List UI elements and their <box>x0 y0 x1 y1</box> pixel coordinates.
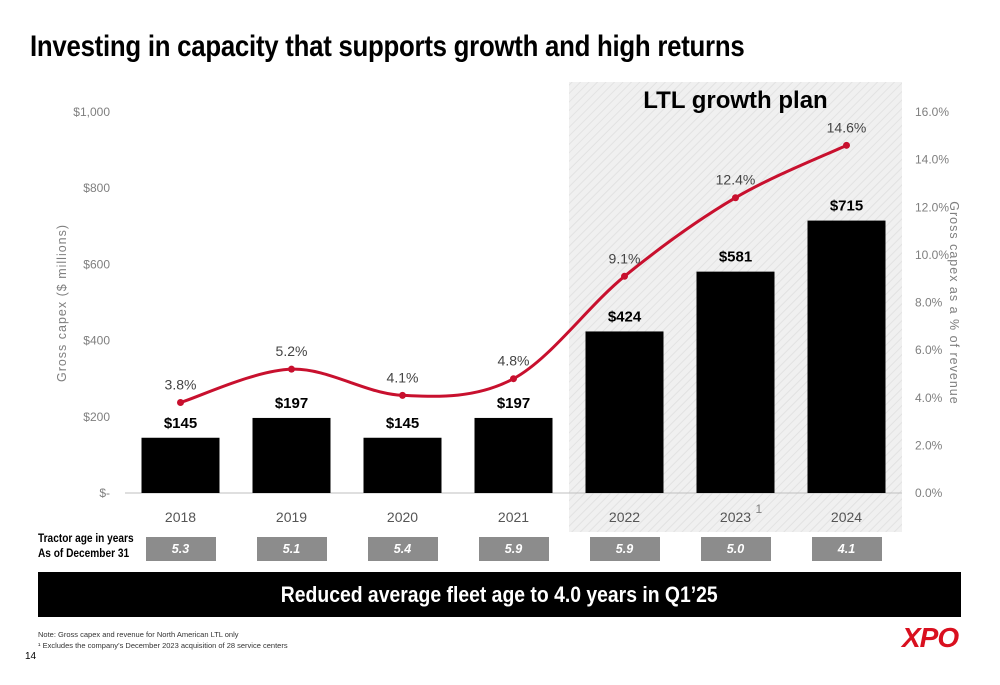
x-tick-label: 2022 <box>609 509 640 525</box>
y-tick-label: $200 <box>83 410 110 424</box>
bar-value-label: $424 <box>608 308 642 325</box>
capex-pct-label: 5.2% <box>276 343 308 359</box>
bar-2020 <box>363 437 442 493</box>
x-tick-label: 2019 <box>276 509 307 525</box>
y2-axis-title: Gross capex as a % of revenue <box>947 201 961 404</box>
y-tick-label: $1,000 <box>73 105 110 119</box>
capex-pct-point <box>732 194 739 202</box>
bar-2022 <box>585 331 664 493</box>
bar-2024 <box>807 220 886 493</box>
bar-value-label: $197 <box>497 395 530 412</box>
bar-value-label: $715 <box>830 198 863 215</box>
bar-2023 <box>696 271 775 493</box>
y2-tick-label: 10.0% <box>915 248 949 262</box>
y2-tick-label: 2.0% <box>915 438 943 452</box>
capex-pct-point <box>843 141 850 149</box>
fleet-age-banner-text: Reduced average fleet age to 4.0 years i… <box>281 582 718 607</box>
fleet-age-banner: Reduced average fleet age to 4.0 years i… <box>38 572 961 617</box>
bar-2018 <box>141 437 220 493</box>
tractor-age-2024: 4.1 <box>811 537 882 561</box>
y-tick-label: $- <box>99 486 110 500</box>
bar-value-label: $145 <box>164 415 197 432</box>
y-tick-label: $400 <box>83 334 110 348</box>
y2-tick-label: 4.0% <box>915 391 943 405</box>
x-tick-label: 2018 <box>165 509 196 525</box>
ltl-growth-plan-title: LTL growth plan <box>643 87 827 114</box>
capex-pct-label: 14.6% <box>827 119 867 135</box>
tractor-age-2018: 5.3 <box>145 537 216 561</box>
y2-tick-label: 6.0% <box>915 343 943 357</box>
bar-2019 <box>252 417 331 493</box>
x-tick-label: 2024 <box>831 509 862 525</box>
footnote-gross-capex: Note: Gross capex and revenue for North … <box>38 630 239 639</box>
capex-pct-point <box>399 391 406 399</box>
x-tick-label: 2021 <box>498 509 529 525</box>
capex-pct-point <box>177 399 184 407</box>
capex-pct-label: 3.8% <box>165 377 197 393</box>
bar-value-label: $581 <box>719 249 752 266</box>
tractor-age-2019: 5.1 <box>256 537 327 561</box>
x-tick-superscript: 1 <box>756 502 763 516</box>
capex-pct-point <box>288 365 295 373</box>
y2-tick-label: 0.0% <box>915 486 943 500</box>
y-axis-title: Gross capex ($ millions) <box>55 224 69 382</box>
tractor-age-2020: 5.4 <box>367 537 438 561</box>
y-tick-label: $800 <box>83 181 110 195</box>
bar-2021 <box>474 417 553 493</box>
tractor-age-label: Tractor age in years As of December 31 <box>38 532 134 562</box>
x-tick-label: 2023 <box>720 509 751 525</box>
capex-pct-label: 4.1% <box>387 369 419 385</box>
capex-pct-point <box>510 375 517 383</box>
capex-pct-label: 12.4% <box>716 172 756 188</box>
capex-chart: LTL growth plan $- $200 $400 $600 $800 $1,000… <box>55 82 961 532</box>
y2-tick-label: 16.0% <box>915 105 949 119</box>
tractor-age-2022: 5.9 <box>589 537 660 561</box>
capex-pct-point <box>621 272 628 280</box>
page-title: Investing in capacity that supports grow… <box>30 30 745 63</box>
y2-tick-label: 8.0% <box>915 296 943 310</box>
bar-value-label: $145 <box>386 415 419 432</box>
tractor-age-2023: 5.0 <box>700 537 771 561</box>
tractor-age-label-line1: Tractor age in years <box>38 533 134 545</box>
xpo-logo: XPO <box>902 622 959 653</box>
x-tick-label: 2020 <box>387 509 418 525</box>
tractor-age-2021: 5.9 <box>478 537 549 561</box>
tractor-age-label-line2: As of December 31 <box>38 548 130 560</box>
bar-value-label: $197 <box>275 395 308 412</box>
y2-tick-label: 14.0% <box>915 153 949 167</box>
y2-tick-label: 12.0% <box>915 200 949 214</box>
capex-pct-label: 9.1% <box>609 250 641 266</box>
capex-pct-label: 4.8% <box>498 353 530 369</box>
footnote-acquisition: ¹ Excludes the company’s December 2023 a… <box>38 641 288 650</box>
page-number: 14 <box>25 651 37 662</box>
y-tick-label: $600 <box>83 257 110 271</box>
